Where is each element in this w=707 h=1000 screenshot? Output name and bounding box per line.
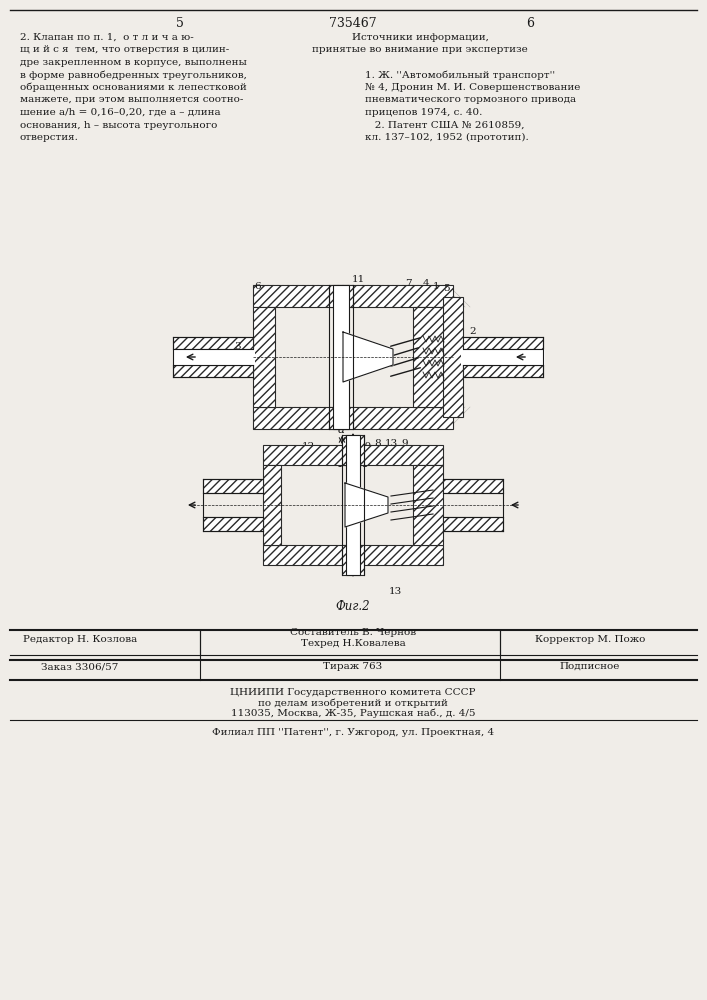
Bar xyxy=(413,307,453,407)
Text: шение a/h = 0,16–0,20, где а – длина: шение a/h = 0,16–0,20, где а – длина xyxy=(20,108,221,117)
Text: 13: 13 xyxy=(385,439,397,448)
Text: 10: 10 xyxy=(358,442,372,451)
Bar xyxy=(443,297,463,417)
Bar xyxy=(263,465,281,545)
Text: Составитель В. Чернов: Составитель В. Чернов xyxy=(290,628,416,637)
Bar xyxy=(443,517,503,531)
Text: 9: 9 xyxy=(402,439,409,448)
Text: 3: 3 xyxy=(235,342,241,351)
Text: манжете, при этом выполняется соотно-: манжете, при этом выполняется соотно- xyxy=(20,96,243,104)
Text: Корректор М. Пожо: Корректор М. Пожо xyxy=(534,635,645,644)
Bar xyxy=(173,365,253,377)
Bar xyxy=(253,307,275,407)
Text: a: a xyxy=(355,438,361,447)
Bar xyxy=(463,337,543,349)
Text: основания, h – высота треугольного: основания, h – высота треугольного xyxy=(20,120,217,129)
Text: кл. 137–102, 1952 (прототип).: кл. 137–102, 1952 (прототип). xyxy=(365,133,529,142)
Text: № 4, Дронин М. И. Совершенствование: № 4, Дронин М. И. Совершенствование xyxy=(365,83,580,92)
Text: Источники информации,: Источники информации, xyxy=(351,33,489,42)
Text: 11: 11 xyxy=(351,275,365,284)
Text: 735467: 735467 xyxy=(329,17,377,30)
Text: Филиал ПП ''Патент'', г. Ужгород, ул. Проектная, 4: Филиал ПП ''Патент'', г. Ужгород, ул. Пр… xyxy=(212,728,494,737)
Text: прицепов 1974, с. 40.: прицепов 1974, с. 40. xyxy=(365,108,482,117)
Bar xyxy=(346,435,360,575)
Bar xyxy=(329,407,353,429)
Text: Подписное: Подписное xyxy=(560,662,620,671)
Text: пневматического тормозного привода: пневматического тормозного привода xyxy=(365,96,576,104)
Text: 8: 8 xyxy=(375,439,381,448)
Text: 12: 12 xyxy=(301,442,315,451)
Text: ЦНИИПИ Государственного комитета СССР: ЦНИИПИ Государственного комитета СССР xyxy=(230,688,476,697)
Text: Редактор Н. Козлова: Редактор Н. Козлова xyxy=(23,635,137,644)
Bar xyxy=(253,285,453,307)
Bar xyxy=(253,407,453,429)
Text: 1. Ж. ''Автомобильный транспорт'': 1. Ж. ''Автомобильный транспорт'' xyxy=(365,70,555,80)
Text: Заказ 3306/57: Заказ 3306/57 xyxy=(41,662,119,671)
Text: 13: 13 xyxy=(388,587,402,596)
Bar xyxy=(173,337,253,349)
Text: 5: 5 xyxy=(443,284,450,293)
Bar xyxy=(443,479,503,493)
Bar xyxy=(461,349,545,365)
Text: 1: 1 xyxy=(433,282,439,291)
Text: а: а xyxy=(337,423,344,436)
Bar xyxy=(413,465,443,545)
Text: 7: 7 xyxy=(404,279,411,288)
Bar xyxy=(173,349,255,365)
Text: Фиг.1: Фиг.1 xyxy=(336,457,370,470)
Text: 6: 6 xyxy=(255,282,262,291)
Bar xyxy=(203,479,263,493)
Bar xyxy=(263,545,443,565)
Bar xyxy=(329,285,353,307)
Text: 2. Патент США № 2610859,: 2. Патент США № 2610859, xyxy=(365,120,525,129)
Bar xyxy=(342,545,364,575)
Polygon shape xyxy=(345,483,388,527)
Bar xyxy=(263,445,443,465)
Text: принятые во внимание при экспертизе: принятые во внимание при экспертизе xyxy=(312,45,528,54)
Bar xyxy=(342,435,364,465)
Text: 2. Клапан по п. 1,  о т л и ч а ю-: 2. Клапан по п. 1, о т л и ч а ю- xyxy=(20,33,194,42)
Text: 2: 2 xyxy=(469,327,477,336)
Text: щ и й с я  тем, что отверстия в цилин-: щ и й с я тем, что отверстия в цилин- xyxy=(20,45,229,54)
Text: по делам изобретений и открытий: по делам изобретений и открытий xyxy=(258,698,448,708)
Text: Техред Н.Ковалева: Техред Н.Ковалева xyxy=(300,639,405,648)
Text: Фиг.2: Фиг.2 xyxy=(336,600,370,613)
Bar xyxy=(463,365,543,377)
Text: 6: 6 xyxy=(526,17,534,30)
Bar xyxy=(333,285,349,429)
Text: отверстия.: отверстия. xyxy=(20,133,79,142)
Text: 4: 4 xyxy=(423,279,429,288)
Polygon shape xyxy=(343,332,393,382)
Text: в форме равнобедренных треугольников,: в форме равнобедренных треугольников, xyxy=(20,70,247,80)
Text: 113035, Москва, Ж-35, Раушская наб., д. 4/5: 113035, Москва, Ж-35, Раушская наб., д. … xyxy=(230,708,475,718)
Text: обращенных основаниями к лепестковой: обращенных основаниями к лепестковой xyxy=(20,83,247,93)
Text: дре закрепленном в корпусе, выполнены: дре закрепленном в корпусе, выполнены xyxy=(20,58,247,67)
Text: 5: 5 xyxy=(176,17,184,30)
Bar xyxy=(203,517,263,531)
Text: Тираж 763: Тираж 763 xyxy=(323,662,382,671)
